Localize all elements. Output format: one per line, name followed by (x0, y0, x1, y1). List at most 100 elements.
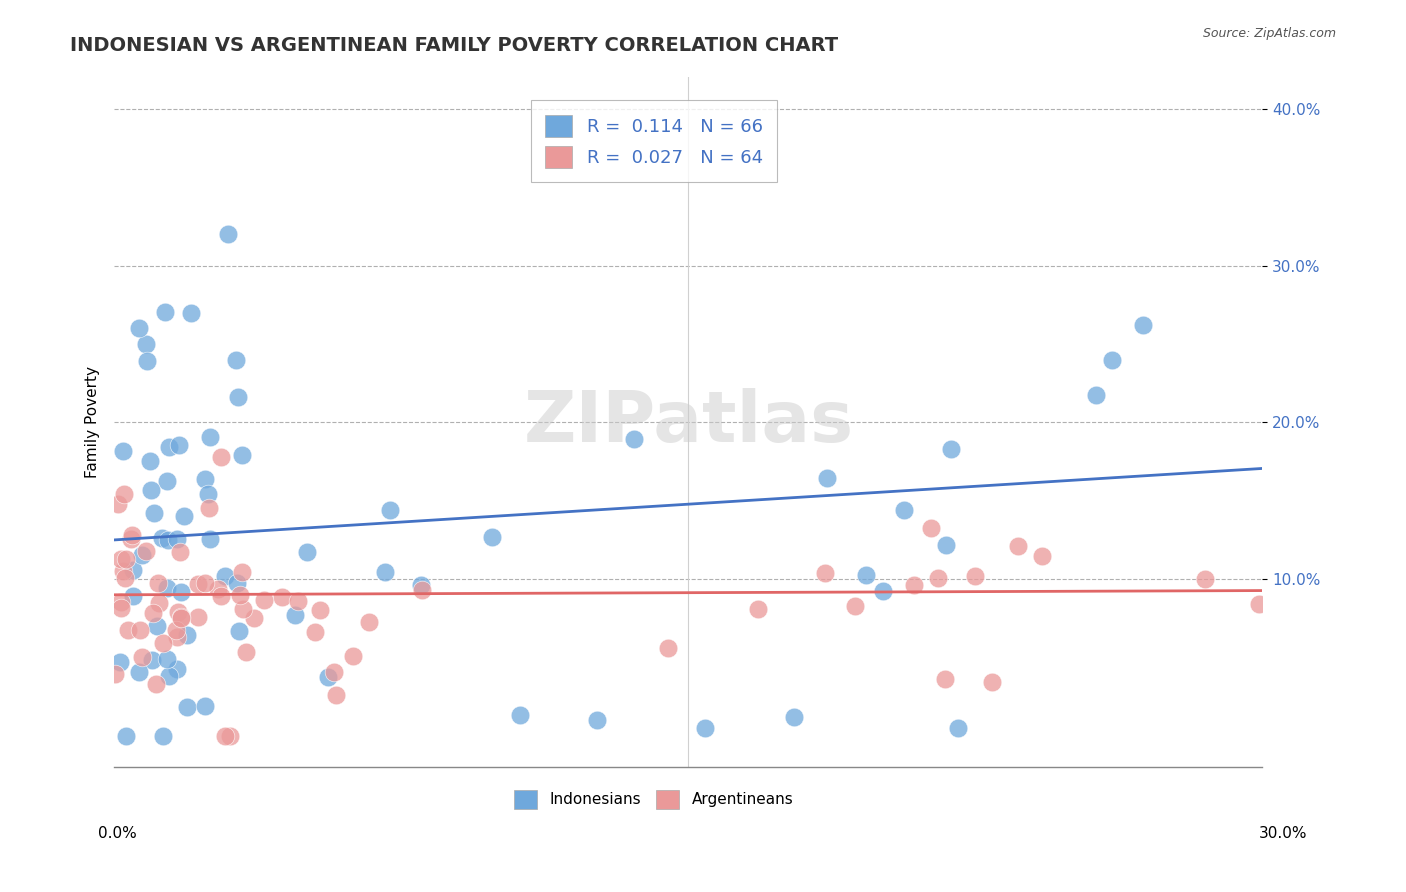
Point (157, 533, 180, 547)
Point (1007, 539, 1029, 553)
Point (156, 581, 179, 595)
Point (145, 677, 167, 691)
Point (176, 699, 198, 714)
Point (129, 623, 152, 637)
Point (657, 641, 679, 656)
Point (148, 576, 170, 591)
Point (143, 506, 166, 520)
Legend: Indonesians, Argentineans: Indonesians, Argentineans (509, 784, 800, 814)
Point (920, 521, 942, 535)
Point (359, 615, 381, 629)
Point (107, 497, 129, 511)
Point (169, 545, 191, 559)
Point (309, 603, 332, 617)
Text: 0.0%: 0.0% (98, 827, 138, 841)
Point (136, 354, 159, 368)
Point (104, 667, 127, 681)
Point (159, 440, 181, 454)
Point (142, 606, 165, 620)
Point (693, 721, 716, 735)
Point (295, 545, 318, 559)
Point (165, 623, 187, 637)
Point (226, 390, 249, 404)
Point (231, 565, 253, 579)
Point (228, 624, 250, 639)
Point (187, 577, 209, 591)
Point (110, 595, 132, 609)
Point (155, 305, 177, 319)
Point (135, 544, 157, 558)
Point (131, 548, 153, 562)
Point (187, 610, 209, 624)
Point (121, 528, 143, 542)
Y-axis label: Family Poverty: Family Poverty (86, 367, 100, 478)
Point (1194, 572, 1216, 586)
Point (135, 337, 157, 351)
Point (108, 655, 131, 669)
Point (121, 563, 143, 577)
Point (844, 599, 866, 613)
Point (193, 472, 215, 486)
Point (146, 619, 169, 633)
Point (207, 582, 229, 597)
Text: INDONESIAN VS ARGENTINEAN FAMILY POVERTY CORRELATION CHART: INDONESIAN VS ARGENTINEAN FAMILY POVERTY… (70, 36, 838, 54)
Point (176, 627, 198, 641)
Point (235, 646, 257, 660)
Point (374, 565, 396, 579)
Point (225, 576, 247, 591)
Point (411, 583, 433, 598)
Point (166, 662, 188, 676)
Point (284, 608, 307, 623)
Point (122, 589, 145, 603)
Point (927, 570, 949, 584)
Text: 30.0%: 30.0% (1260, 827, 1308, 841)
Point (342, 648, 364, 663)
Text: Source: ZipAtlas.com: Source: ZipAtlas.com (1202, 27, 1336, 40)
Point (198, 532, 221, 546)
Point (139, 483, 162, 498)
Point (814, 566, 837, 581)
Point (167, 605, 190, 619)
Point (214, 729, 236, 743)
Point (1085, 388, 1108, 402)
Point (946, 721, 969, 735)
Point (1031, 549, 1053, 563)
Point (409, 578, 432, 592)
Point (783, 710, 806, 724)
Point (131, 649, 153, 664)
Point (872, 584, 894, 599)
Point (217, 227, 239, 242)
Point (156, 651, 179, 665)
Point (112, 564, 135, 578)
Point (509, 707, 531, 722)
Point (128, 321, 150, 335)
Point (148, 596, 170, 610)
Point (166, 533, 188, 547)
Point (115, 729, 138, 743)
Point (120, 533, 142, 547)
Point (169, 438, 191, 452)
Point (128, 665, 150, 679)
Point (141, 652, 163, 666)
Point (170, 611, 193, 625)
Point (231, 448, 253, 462)
Point (157, 669, 180, 683)
Point (219, 729, 242, 743)
Point (747, 602, 769, 616)
Point (1101, 353, 1123, 368)
Point (229, 588, 252, 602)
Point (197, 500, 219, 515)
Point (170, 584, 193, 599)
Point (941, 442, 963, 456)
Point (318, 670, 340, 684)
Point (232, 601, 254, 615)
Point (110, 601, 132, 615)
Point (1247, 598, 1270, 612)
Point (304, 625, 326, 640)
Point (152, 729, 174, 743)
Point (114, 552, 136, 566)
Text: ZIPatlas: ZIPatlas (523, 388, 853, 457)
Point (965, 568, 987, 582)
Point (380, 503, 402, 517)
Point (287, 594, 309, 608)
